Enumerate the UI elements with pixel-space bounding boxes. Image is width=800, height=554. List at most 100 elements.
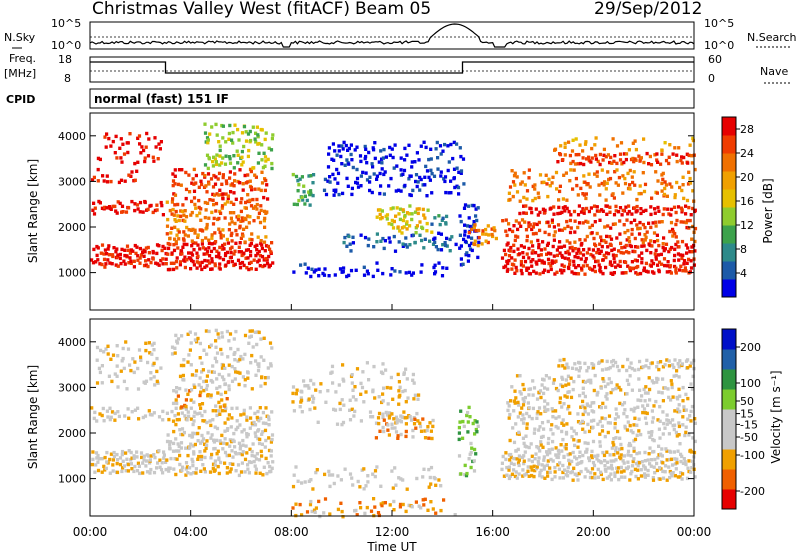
velocity-cell <box>567 458 571 463</box>
velocity-cell <box>170 352 175 356</box>
velocity-cell <box>175 386 179 390</box>
velocity-cell <box>561 437 565 442</box>
power-cell <box>345 274 349 279</box>
power-cell <box>632 170 636 174</box>
power-cell <box>624 157 628 162</box>
power-cell <box>643 182 648 187</box>
velocity-cell <box>606 421 610 425</box>
power-cell <box>208 132 212 136</box>
power-cell <box>175 256 179 260</box>
power-cell <box>669 271 673 275</box>
velocity-cell <box>404 367 408 371</box>
power-cell <box>612 159 616 164</box>
power-cell <box>372 148 376 152</box>
velocity-cell <box>637 377 641 381</box>
power-cell <box>206 201 210 205</box>
power-cell <box>206 166 210 171</box>
power-cell <box>407 270 411 275</box>
velocity-cell <box>208 345 212 349</box>
velocity-cell <box>470 446 474 450</box>
velocity-cell <box>294 392 298 396</box>
velocity-cell <box>422 503 426 507</box>
power-cell <box>246 256 250 260</box>
power-cell <box>644 208 648 213</box>
power-cell <box>633 236 637 241</box>
velocity-cell <box>388 411 392 415</box>
velocity-cell <box>225 453 229 458</box>
velocity-cell <box>245 415 249 419</box>
power-cell <box>558 184 562 188</box>
power-cell <box>380 157 384 161</box>
power-cell <box>349 249 353 253</box>
power-cell <box>196 233 200 237</box>
power-cell <box>433 236 437 240</box>
power-cell <box>668 264 673 268</box>
power-cell <box>602 147 606 152</box>
power-cell <box>605 251 609 255</box>
power-cell <box>340 144 344 148</box>
velocity-cell <box>180 468 184 472</box>
power-colorbar-tick-label: 20 <box>740 171 754 184</box>
power-cell <box>639 211 643 216</box>
velocity-cell <box>152 470 157 475</box>
power-cell <box>572 168 576 172</box>
velocity-cell <box>583 380 587 384</box>
power-cell <box>661 177 665 182</box>
power-cell <box>605 212 609 216</box>
power-cell <box>520 180 524 184</box>
power-cell <box>355 145 359 149</box>
power-cell <box>513 271 517 275</box>
power-cell <box>565 206 569 211</box>
velocity-cell <box>184 388 188 392</box>
velocity-cell <box>211 462 216 466</box>
velocity-cell <box>262 358 266 362</box>
velocity-cell <box>174 422 178 427</box>
power-cell <box>585 206 589 211</box>
velocity-cell <box>204 329 208 333</box>
velocity-cell <box>316 420 320 424</box>
power-cell <box>347 273 351 278</box>
velocity-cell <box>109 452 113 456</box>
power-cell <box>308 203 312 207</box>
velocity-cell <box>633 467 637 472</box>
power-cell <box>591 268 595 272</box>
power-cell <box>691 138 695 143</box>
velocity-cell <box>632 446 636 450</box>
velocity-cell <box>585 369 589 373</box>
power-cell <box>210 260 214 264</box>
power-cell <box>171 172 175 176</box>
velocity-cell <box>507 416 511 420</box>
velocity-cell <box>578 450 582 454</box>
power-cell <box>610 248 614 253</box>
power-cell <box>242 263 246 268</box>
power-cell <box>206 138 210 142</box>
velocity-cell <box>600 429 605 433</box>
velocity-cell <box>467 457 471 461</box>
power-cell <box>119 261 123 266</box>
power-cell <box>203 131 208 135</box>
velocity-cell <box>609 478 613 482</box>
velocity-cell <box>350 407 354 411</box>
power-cell <box>365 269 369 273</box>
power-cell <box>690 161 694 165</box>
power-cell <box>608 262 612 266</box>
power-cell <box>259 208 263 213</box>
velocity-cell <box>314 470 318 475</box>
power-cell <box>512 174 517 178</box>
power-cell <box>585 251 589 255</box>
power-cell <box>625 238 629 242</box>
power-cell <box>96 167 100 172</box>
power-cell <box>232 202 236 206</box>
power-cell <box>543 268 547 272</box>
power-cell <box>317 267 321 271</box>
velocity-cell <box>561 364 565 368</box>
power-cell <box>510 169 514 173</box>
velocity-cell <box>233 367 237 371</box>
power-cell <box>203 163 208 167</box>
velocity-cell <box>199 441 203 445</box>
velocity-cell <box>636 477 640 481</box>
power-cell <box>213 231 217 235</box>
power-cell <box>438 144 443 148</box>
power-cell <box>394 214 398 218</box>
